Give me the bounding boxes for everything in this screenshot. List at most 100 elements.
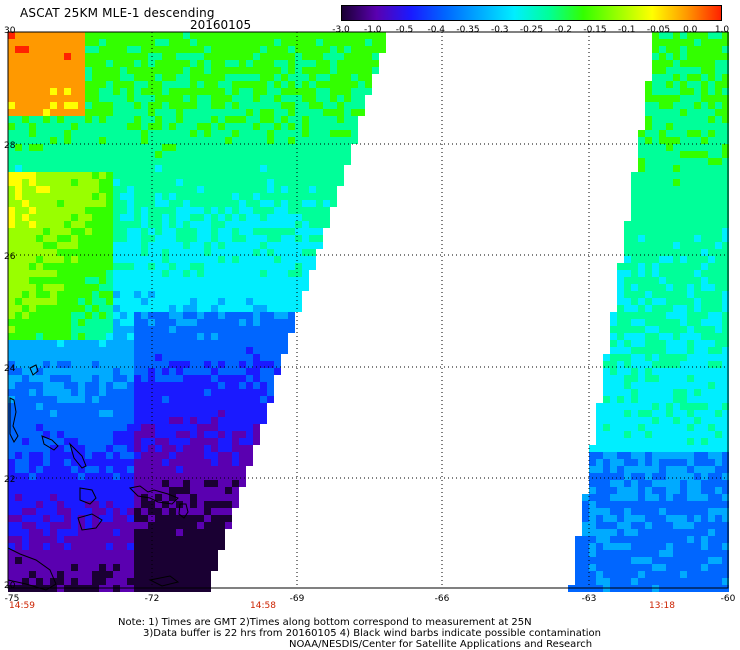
mle-cell bbox=[36, 389, 43, 396]
mle-cell bbox=[127, 424, 134, 431]
mle-cell bbox=[190, 46, 197, 53]
mle-cell bbox=[8, 354, 15, 361]
mle-cell bbox=[253, 270, 260, 277]
mle-cell bbox=[274, 46, 281, 53]
mle-cell bbox=[722, 116, 729, 123]
mle-cell bbox=[722, 459, 729, 466]
mle-cell bbox=[155, 88, 162, 95]
mle-cell bbox=[673, 536, 680, 543]
mle-cell bbox=[197, 571, 204, 578]
mle-cell bbox=[78, 46, 85, 53]
mle-cell bbox=[631, 284, 638, 291]
mle-cell bbox=[239, 340, 246, 347]
mle-cell bbox=[120, 438, 127, 445]
mle-cell bbox=[43, 487, 50, 494]
mle-cell bbox=[127, 137, 134, 144]
mle-cell bbox=[85, 235, 92, 242]
mle-cell bbox=[162, 214, 169, 221]
mle-cell bbox=[50, 88, 57, 95]
mle-cell bbox=[680, 95, 687, 102]
mle-cell bbox=[155, 60, 162, 67]
mle-cell bbox=[659, 284, 666, 291]
mle-cell bbox=[694, 298, 701, 305]
mle-cell bbox=[673, 305, 680, 312]
mle-cell bbox=[722, 424, 729, 431]
mle-cell bbox=[43, 361, 50, 368]
mle-cell bbox=[302, 81, 309, 88]
mle-cell bbox=[169, 81, 176, 88]
mle-cell bbox=[85, 179, 92, 186]
mle-cell bbox=[295, 74, 302, 81]
mle-cell bbox=[176, 529, 183, 536]
mle-cell bbox=[232, 431, 239, 438]
mle-cell bbox=[162, 151, 169, 158]
mle-cell bbox=[652, 480, 659, 487]
mle-cell bbox=[218, 473, 225, 480]
mle-cell bbox=[71, 221, 78, 228]
mle-cell bbox=[64, 291, 71, 298]
mle-cell bbox=[302, 200, 309, 207]
mle-cell bbox=[638, 277, 645, 284]
mle-cell bbox=[232, 277, 239, 284]
mle-cell bbox=[113, 284, 120, 291]
mle-cell bbox=[29, 389, 36, 396]
mle-cell bbox=[246, 151, 253, 158]
mle-cell bbox=[197, 382, 204, 389]
mle-cell bbox=[687, 578, 694, 585]
mle-cell bbox=[134, 312, 141, 319]
mle-cell bbox=[267, 172, 274, 179]
mle-cell bbox=[631, 207, 638, 214]
mle-cell bbox=[162, 200, 169, 207]
mle-cell bbox=[183, 116, 190, 123]
mle-cell bbox=[694, 571, 701, 578]
mle-cell bbox=[708, 452, 715, 459]
mle-cell bbox=[113, 438, 120, 445]
mle-cell bbox=[197, 193, 204, 200]
mle-cell bbox=[351, 67, 358, 74]
mle-cell bbox=[323, 39, 330, 46]
mle-cell bbox=[295, 39, 302, 46]
mle-cell bbox=[358, 95, 365, 102]
mle-cell bbox=[183, 277, 190, 284]
mle-cell bbox=[680, 298, 687, 305]
mle-cell bbox=[631, 382, 638, 389]
mle-cell bbox=[106, 326, 113, 333]
mle-cell bbox=[645, 522, 652, 529]
mle-cell bbox=[267, 347, 274, 354]
mle-cell bbox=[295, 235, 302, 242]
mle-cell bbox=[15, 67, 22, 74]
mle-cell bbox=[701, 326, 708, 333]
mle-cell bbox=[225, 32, 232, 39]
mle-cell bbox=[218, 452, 225, 459]
mle-cell bbox=[92, 529, 99, 536]
mle-cell bbox=[183, 529, 190, 536]
mle-cell bbox=[204, 529, 211, 536]
mle-cell bbox=[148, 179, 155, 186]
mle-cell bbox=[239, 368, 246, 375]
mle-cell bbox=[645, 466, 652, 473]
mle-cell bbox=[197, 81, 204, 88]
mle-cell bbox=[309, 158, 316, 165]
mle-cell bbox=[78, 347, 85, 354]
mle-cell bbox=[99, 298, 106, 305]
mle-cell bbox=[659, 207, 666, 214]
mle-cell bbox=[169, 361, 176, 368]
mle-cell bbox=[99, 137, 106, 144]
mle-cell bbox=[687, 179, 694, 186]
mle-cell bbox=[295, 32, 302, 39]
mle-cell bbox=[176, 515, 183, 522]
mle-cell bbox=[617, 508, 624, 515]
mle-cell bbox=[155, 305, 162, 312]
mle-cell bbox=[22, 340, 29, 347]
mle-cell bbox=[183, 95, 190, 102]
mle-cell bbox=[673, 179, 680, 186]
mle-cell bbox=[659, 130, 666, 137]
mle-cell bbox=[281, 88, 288, 95]
mle-cell bbox=[288, 312, 295, 319]
mle-cell bbox=[141, 522, 148, 529]
mle-cell bbox=[267, 256, 274, 263]
mle-cell bbox=[8, 88, 15, 95]
mle-cell bbox=[176, 158, 183, 165]
mle-cell bbox=[645, 277, 652, 284]
mle-cell bbox=[106, 298, 113, 305]
